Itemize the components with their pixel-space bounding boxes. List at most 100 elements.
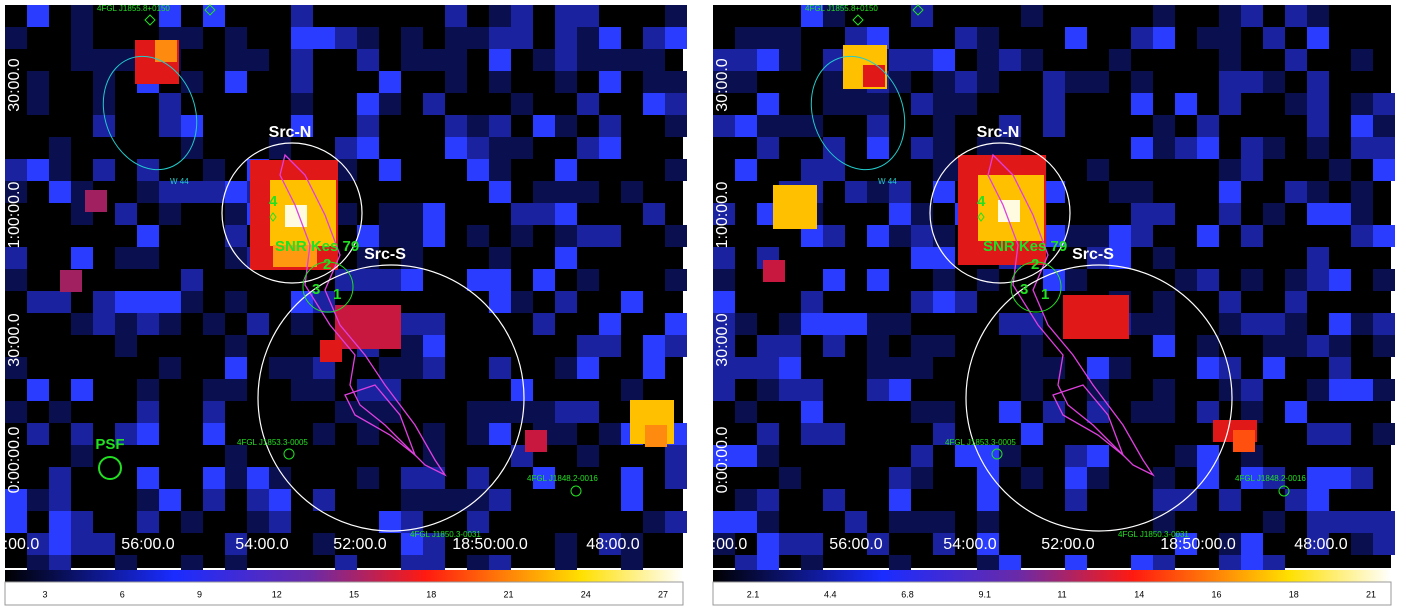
pixel — [933, 401, 955, 423]
pixel — [1197, 357, 1219, 379]
pixel — [665, 335, 687, 357]
pixel — [159, 203, 181, 225]
pixel — [1153, 379, 1175, 401]
pixel — [1241, 159, 1263, 181]
pixel — [1373, 115, 1395, 137]
pixel — [757, 115, 779, 137]
pixel — [1043, 115, 1065, 137]
pixel — [779, 27, 801, 49]
pixel — [357, 269, 379, 291]
colorbar-tick: 15 — [349, 589, 359, 599]
pixel — [555, 115, 577, 137]
pixel — [423, 335, 445, 357]
pixel-blob — [998, 200, 1020, 222]
colorbar-tick: 21 — [503, 589, 513, 599]
label-fgl_top: 4FGL J1855.8+0150 — [97, 4, 170, 13]
pixel-blob — [525, 430, 547, 452]
pixel — [1241, 5, 1263, 27]
pixel — [823, 93, 845, 115]
pixel — [1329, 467, 1351, 489]
pixel — [735, 27, 757, 49]
pixel — [867, 379, 889, 401]
pixel — [889, 489, 911, 511]
colorbar-tick: 27 — [658, 589, 668, 599]
colorbar-tick: 12 — [272, 589, 282, 599]
x-axis-label: 48:00.0 — [586, 536, 639, 553]
pixel — [401, 313, 423, 335]
pixel — [599, 27, 621, 49]
label-src_s: Src-S — [1072, 246, 1114, 263]
pixel-blob — [863, 65, 885, 87]
colorbar-tick: 21 — [1366, 589, 1376, 599]
label-fgl_a: 4FGL J1853.3-0005 — [237, 438, 308, 447]
pixel — [643, 71, 665, 93]
pixel — [445, 115, 467, 137]
pixel — [933, 247, 955, 269]
pixel — [955, 445, 977, 467]
pixel — [1065, 269, 1087, 291]
pixel — [735, 511, 757, 533]
pixel — [511, 137, 533, 159]
pixel — [823, 489, 845, 511]
pixel — [93, 115, 115, 137]
y-axis-label: 30:00.0 — [714, 313, 731, 366]
pixel — [489, 181, 511, 203]
pixel — [911, 401, 933, 423]
pixel — [1263, 27, 1285, 49]
pixel — [735, 71, 757, 93]
pixel — [577, 93, 599, 115]
colorbar-tick: 24 — [581, 589, 591, 599]
pixel — [889, 379, 911, 401]
pixel — [203, 181, 225, 203]
pixel — [779, 49, 801, 71]
pixel — [1087, 357, 1109, 379]
label-n4: 4 — [269, 193, 278, 210]
pixel — [489, 291, 511, 313]
pixel — [599, 49, 621, 71]
pixel — [401, 269, 423, 291]
pixel — [889, 511, 911, 533]
pixel — [1021, 5, 1043, 27]
pixel — [5, 269, 27, 291]
pixel — [1065, 71, 1087, 93]
pixel — [1131, 27, 1153, 49]
pixel — [933, 115, 955, 137]
pixel — [1307, 335, 1329, 357]
pixel — [247, 511, 269, 533]
pixel — [1263, 203, 1285, 225]
pixel — [49, 159, 71, 181]
pixel — [1197, 335, 1219, 357]
pixel — [181, 511, 203, 533]
pixel — [1153, 489, 1175, 511]
pixel — [5, 511, 27, 533]
pixel — [401, 27, 423, 49]
pixel — [1241, 269, 1263, 291]
pixel — [779, 335, 801, 357]
pixel — [49, 467, 71, 489]
pixel — [225, 379, 247, 401]
pixel-blob — [60, 270, 82, 292]
pixel — [181, 115, 203, 137]
pixel — [27, 71, 49, 93]
colorbar — [5, 570, 683, 582]
pixel — [665, 445, 687, 467]
pixel — [1219, 291, 1241, 313]
pixel — [27, 159, 49, 181]
x-axis-label: 8:00.0 — [703, 536, 748, 553]
pixel — [1373, 313, 1395, 335]
pixel — [203, 423, 225, 445]
pixel — [555, 357, 577, 379]
pixel — [225, 27, 247, 49]
pixel — [757, 49, 779, 71]
pixel — [665, 115, 687, 137]
pixel — [735, 313, 757, 335]
pixel — [801, 401, 823, 423]
pixel — [1109, 225, 1131, 247]
pixel — [71, 379, 93, 401]
pixel — [955, 291, 977, 313]
pixel — [577, 401, 599, 423]
pixel — [555, 49, 577, 71]
label-snr: SNR Kes 79 — [275, 238, 359, 255]
pixel — [489, 401, 511, 423]
pixel — [71, 445, 93, 467]
